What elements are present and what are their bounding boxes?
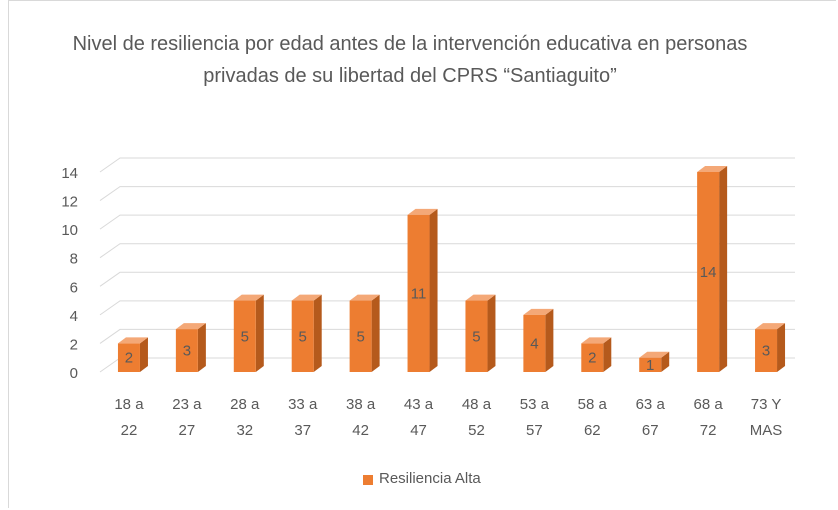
y-tick-label: 12: [61, 194, 78, 211]
data-label: 2: [588, 350, 596, 367]
chart-title: Nivel de resiliencia por edad antes de l…: [72, 33, 748, 87]
data-label: 11: [411, 285, 427, 302]
bar-front: [639, 357, 662, 372]
bar: [581, 337, 612, 372]
bar-front: [349, 300, 372, 372]
bar: [291, 294, 322, 372]
legend-swatch: [363, 475, 373, 485]
x-tick-label: 63 a 67: [635, 396, 665, 439]
bar: [465, 294, 496, 372]
bar-top: [523, 308, 554, 315]
bar-top: [755, 323, 786, 330]
bar-top: [233, 294, 264, 301]
bar: [755, 323, 786, 372]
bar-front: [175, 329, 198, 372]
legend-label: Resiliencia Alta: [379, 470, 481, 487]
bar-side: [661, 351, 670, 372]
bar-side: [429, 208, 438, 372]
y-tick-label: 14: [61, 165, 78, 182]
bar-top: [697, 166, 728, 172]
data-label: 3: [762, 343, 770, 360]
grid-line: [99, 271, 795, 287]
bar-front: [755, 329, 778, 372]
x-tick-label: 38 a 42: [346, 396, 376, 439]
x-tick-label: 23 a 27: [172, 396, 202, 439]
bar-side: [371, 294, 380, 372]
bar: [697, 166, 728, 372]
bar: [523, 308, 554, 372]
bar-top: [639, 351, 670, 358]
grid-line: [99, 157, 795, 173]
data-label: 5: [356, 328, 364, 345]
bar-front: [233, 300, 256, 372]
bar-side: [139, 337, 148, 372]
bar-side: [197, 323, 206, 372]
bar-top: [175, 323, 206, 330]
bar: [175, 323, 206, 372]
bar-top: [117, 337, 148, 344]
bar: [349, 294, 380, 372]
data-label: 3: [183, 343, 191, 360]
bar-front: [291, 300, 314, 372]
grid-line: [99, 328, 795, 344]
x-tick-label: 43 a 47: [403, 396, 434, 439]
bar-side: [255, 294, 264, 372]
bar: [407, 208, 438, 372]
y-tick-label: 10: [61, 222, 78, 239]
x-tick-label: 58 a 62: [577, 396, 607, 439]
data-label: 1: [646, 357, 654, 374]
y-tick-label: 8: [70, 251, 78, 268]
bar-side: [777, 323, 786, 372]
chart-border: [8, 0, 836, 508]
x-tick-label: 18 a 22: [114, 396, 144, 439]
data-label: 5: [472, 328, 480, 345]
bar-side: [313, 294, 322, 372]
bar-front: [581, 343, 604, 372]
data-label: 4: [530, 335, 538, 352]
bar: [117, 337, 148, 372]
bar-side: [487, 294, 496, 372]
bar-side: [719, 166, 728, 372]
bar-front: [523, 314, 546, 372]
bar-top: [407, 208, 438, 215]
grid-line: [99, 243, 795, 259]
bar-side: [545, 308, 554, 372]
bar-top: [291, 294, 322, 301]
bar-top: [349, 294, 380, 301]
bar-side: [603, 337, 612, 372]
bar-front: [465, 300, 488, 372]
x-tick-label: 68 a 72: [693, 396, 723, 439]
y-tick-label: 0: [70, 365, 78, 382]
x-tick-label: 53 a 57: [519, 396, 549, 439]
bar-top: [581, 337, 612, 344]
y-tick-label: 6: [70, 279, 78, 296]
bar: [233, 294, 264, 372]
x-tick-label: 48 a 52: [461, 396, 492, 439]
data-label: 2: [125, 350, 133, 367]
data-label: 14: [700, 264, 717, 281]
bar-front: [117, 343, 140, 372]
grid-line: [99, 300, 795, 316]
data-label: 5: [241, 328, 249, 345]
bar-front: [407, 214, 430, 372]
y-tick-label: 4: [70, 308, 78, 325]
grid-line: [99, 186, 795, 201]
data-label: 5: [299, 328, 307, 345]
x-tick-label: 73 Y MAS: [749, 396, 783, 439]
bar: [639, 351, 670, 372]
x-tick-label: 33 a 37: [288, 396, 318, 439]
y-tick-label: 2: [70, 336, 78, 353]
x-tick-label: 28 a 32: [230, 396, 260, 439]
bar-front: [697, 172, 720, 372]
grid-line: [99, 214, 795, 230]
bar-top: [465, 294, 496, 301]
